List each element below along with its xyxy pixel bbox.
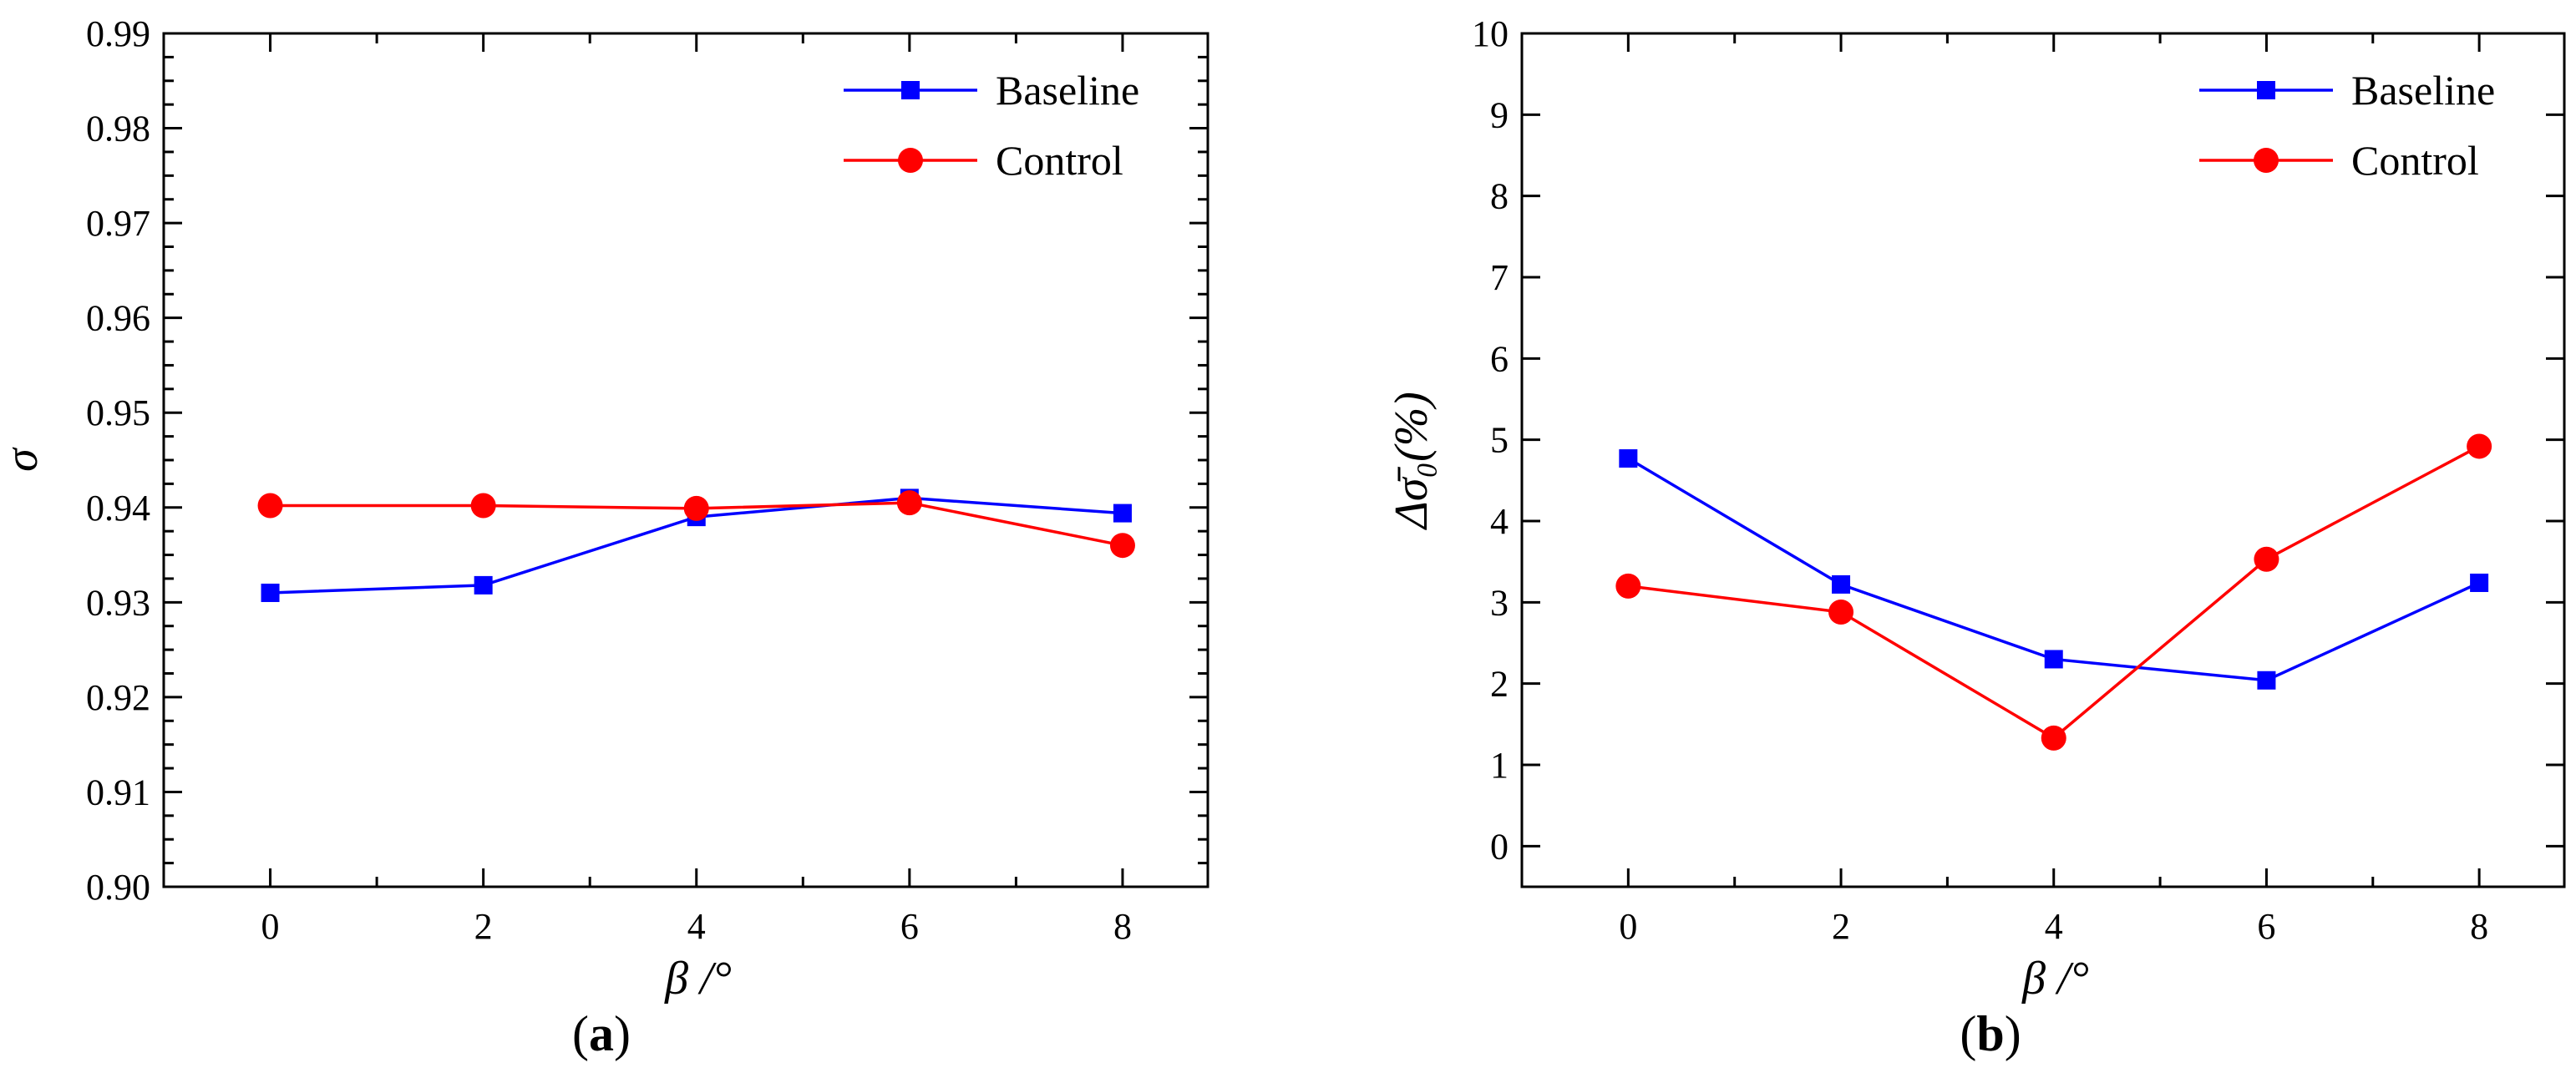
- data-point-square: [2470, 573, 2489, 592]
- data-point-circle: [1615, 573, 1641, 599]
- data-point-circle: [1109, 533, 1135, 559]
- data-point-circle: [2041, 725, 2066, 751]
- y-tick-label: 0.91: [86, 772, 150, 812]
- y-axis-title: σ: [0, 447, 48, 472]
- y-tick-label: 10: [1472, 13, 1509, 54]
- legend-marker-circle: [2254, 148, 2279, 173]
- legend-marker-circle: [898, 148, 923, 173]
- y-tick-label: 9: [1490, 94, 1509, 135]
- data-point-circle: [2254, 546, 2279, 572]
- y-tick-label: 3: [1490, 582, 1509, 623]
- panel-label-letter: b: [1976, 1006, 2004, 1061]
- data-point-circle: [470, 493, 496, 519]
- panel-label: (a): [572, 1006, 631, 1061]
- x-tick-label: 2: [1832, 906, 1850, 947]
- panel-label-open-paren: (: [1960, 1006, 1976, 1061]
- data-point-circle: [683, 495, 709, 521]
- y-tick-label: 0.99: [86, 13, 150, 54]
- data-point-circle: [896, 490, 922, 516]
- panel-label-open-paren: (: [572, 1006, 589, 1061]
- x-axis-title: β /°: [2021, 953, 2089, 1005]
- x-tick-label: 8: [2470, 906, 2488, 947]
- chart-b: 0 2 4 6 8 0 1 2 3 4 5 6 7 8 9 10 β /° Δσ̄₀(%) Baseline Cont…: [1386, 13, 2566, 1061]
- x-tick-label: 4: [2045, 906, 2063, 947]
- x-tick-label: 4: [687, 906, 706, 947]
- y-tick-label: 8: [1490, 176, 1509, 217]
- legend-marker-square: [901, 81, 920, 99]
- y-tick-label: 0.96: [86, 298, 150, 339]
- data-point-circle: [1828, 600, 1854, 625]
- data-point-square: [1113, 504, 1132, 523]
- data-point-square: [474, 575, 493, 595]
- data-point-square: [2257, 671, 2276, 690]
- series-baseline: [1619, 449, 2489, 690]
- panel-label-close-paren: ): [614, 1006, 631, 1061]
- series-control: [1615, 433, 2492, 751]
- data-point-square: [1619, 449, 1638, 468]
- x-tick-label: 0: [1619, 906, 1637, 947]
- legend-marker-square: [2257, 81, 2275, 99]
- data-point-square: [261, 583, 280, 602]
- x-tick-label: 6: [900, 906, 919, 947]
- x-tick-label: 8: [1113, 906, 1132, 947]
- y-tick-label: 0.94: [86, 488, 150, 529]
- panel-label-letter: a: [589, 1006, 614, 1061]
- y-axis-title: Δσ̄₀(%): [1386, 392, 1438, 530]
- y-tick-label: 6: [1490, 338, 1509, 379]
- y-tick-label: 5: [1490, 420, 1509, 461]
- x-tick-label: 6: [2257, 906, 2275, 947]
- data-point-square: [2044, 650, 2063, 669]
- legend-label: Baseline: [2351, 67, 2495, 114]
- x-tick-label: 2: [474, 906, 493, 947]
- data-point-square: [1832, 574, 1851, 594]
- data-point-circle: [257, 493, 283, 519]
- y-tick-label: 7: [1490, 257, 1509, 298]
- x-axis-title: β /°: [664, 953, 732, 1005]
- legend-label: Control: [996, 137, 1123, 184]
- plot-frame: [1520, 32, 2566, 888]
- x-tick-label: 0: [261, 906, 280, 947]
- series-line: [1628, 444, 2480, 741]
- legend: Baseline Control: [844, 67, 1139, 184]
- y-tick-label: 0.97: [86, 203, 150, 244]
- series-line: [1627, 457, 2480, 682]
- y-tick-label: 0.90: [86, 867, 150, 908]
- y-tick-label: 0.93: [86, 582, 150, 623]
- panel-label-close-paren: ): [2005, 1006, 2021, 1061]
- y-tick-label: 2: [1490, 664, 1509, 705]
- y-tick-label: 0.98: [86, 109, 150, 149]
- chart-a: 0 2 4 6 8 0.90 0.91 0.92 0.93 0.94 0.95 0.96 0.97 0.9…: [0, 13, 1209, 1061]
- y-tick-label: 4: [1490, 501, 1509, 542]
- data-point-circle: [2467, 433, 2492, 459]
- legend: Baseline Control: [2199, 67, 2495, 184]
- series-control: [257, 490, 1135, 559]
- legend-label: Baseline: [996, 67, 1139, 114]
- panel-label: (b): [1960, 1006, 2021, 1061]
- y-tick-label: 0: [1490, 826, 1509, 867]
- y-tick-label: 0.95: [86, 392, 150, 433]
- y-tick-label: 1: [1490, 745, 1509, 786]
- y-tick-label: 0.92: [86, 677, 150, 718]
- legend-label: Control: [2351, 137, 2479, 184]
